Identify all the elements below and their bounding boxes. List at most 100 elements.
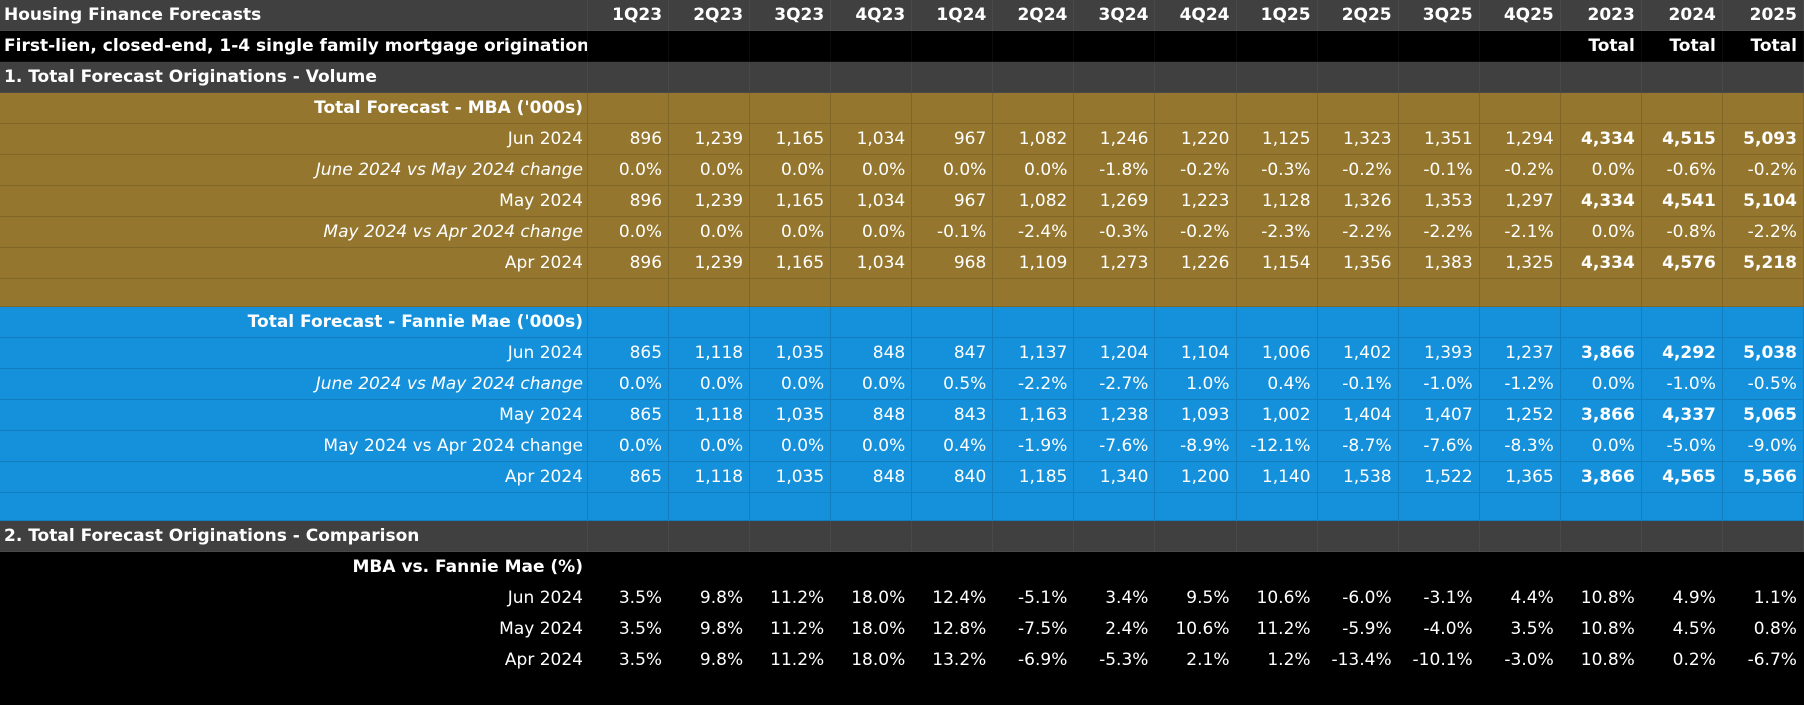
column-header: 3Q25 [1398,0,1480,31]
value-cell: 848 [831,338,913,369]
data-row: May 2024 vs Apr 2024 change 0.0% 0.0% 0.0% 0… [0,431,1804,462]
empty-cell [1317,307,1399,338]
empty-cell [588,62,670,93]
empty-cell [669,521,751,552]
empty-cell [831,93,913,124]
group-title-row: MBA vs. Fannie Mae (%) [0,552,1804,583]
value-cell: -2.3% [1236,217,1318,248]
empty-cell [831,62,913,93]
value-cell: 10.8% [1560,614,1642,645]
empty-cell [1479,62,1561,93]
spacer-row [0,279,1804,307]
value-cell: 4,576 [1641,248,1723,279]
empty-cell [1236,31,1318,62]
value-cell: 1,109 [993,248,1075,279]
value-cell: 11.2% [750,645,832,676]
value-cell: 1,093 [1155,400,1237,431]
value-cell: 843 [912,400,994,431]
value-cell: 3,866 [1560,400,1642,431]
subtitle: First-lien, closed-end, 1-4 single famil… [0,31,588,62]
value-cell: 0.0% [750,155,832,186]
value-cell: 4,334 [1560,186,1642,217]
empty-cell [750,552,832,583]
value-cell: -6.7% [1722,645,1804,676]
value-cell: 1,002 [1236,400,1318,431]
value-cell: 0.0% [588,431,670,462]
value-cell: 1,006 [1236,338,1318,369]
value-cell: 0.0% [831,217,913,248]
empty-cell [912,552,994,583]
empty-cell [1641,62,1723,93]
column-header: 4Q25 [1479,0,1561,31]
sheet-title: Housing Finance Forecasts [0,0,588,31]
empty-cell [1722,62,1804,93]
empty-cell [588,521,670,552]
empty-cell [993,279,1075,307]
empty-cell [0,493,588,521]
empty-cell [1398,62,1480,93]
value-cell: 896 [588,186,670,217]
empty-cell [1155,307,1237,338]
value-cell: -9.0% [1722,431,1804,462]
column-header: 3Q23 [750,0,832,31]
value-cell: 1,200 [1155,462,1237,493]
empty-cell [993,552,1075,583]
empty-cell [1479,552,1561,583]
empty-cell [1560,493,1642,521]
empty-cell [1398,493,1480,521]
value-cell: 0.4% [912,431,994,462]
value-cell: 2.1% [1155,645,1237,676]
value-cell: 4.4% [1479,583,1561,614]
value-cell: 0.0% [831,155,913,186]
value-cell: -5.3% [1074,645,1156,676]
value-cell: -5.1% [993,583,1075,614]
value-cell: 4,334 [1560,124,1642,155]
row-label: May 2024 vs Apr 2024 change [0,431,588,462]
value-cell: 1,165 [750,124,832,155]
value-cell: 5,065 [1722,400,1804,431]
row-label: Apr 2024 [0,248,588,279]
value-cell: 1,383 [1398,248,1480,279]
value-cell: -0.1% [912,217,994,248]
value-cell: 2.4% [1074,614,1156,645]
value-cell: 18.0% [831,583,913,614]
row-label: Jun 2024 [0,124,588,155]
value-cell: 865 [588,400,670,431]
value-cell: 0.2% [1641,645,1723,676]
value-cell: -2.1% [1479,217,1561,248]
value-cell: 10.8% [1560,583,1642,614]
value-cell: 1,154 [1236,248,1318,279]
empty-cell [1317,521,1399,552]
value-cell: 1,393 [1398,338,1480,369]
header-row: Housing Finance Forecasts 1Q23 2Q23 3Q23 4Q2… [0,0,1804,31]
empty-cell [1155,552,1237,583]
empty-cell [1317,552,1399,583]
value-cell: 3.4% [1074,583,1156,614]
value-cell: 3.5% [588,583,670,614]
value-cell: 1,034 [831,248,913,279]
empty-cell [1074,31,1156,62]
value-cell: 12.8% [912,614,994,645]
empty-cell [1398,552,1480,583]
value-cell: 0.0% [669,431,751,462]
column-header: 1Q25 [1236,0,1318,31]
empty-cell [588,93,670,124]
data-row: June 2024 vs May 2024 change 0.0% 0.0% 0.0%… [0,155,1804,186]
empty-cell [1641,493,1723,521]
value-cell: 3,866 [1560,338,1642,369]
value-cell: 3,866 [1560,462,1642,493]
value-cell: -2.2% [1398,217,1480,248]
value-cell: 3.5% [588,614,670,645]
value-cell: 1,239 [669,186,751,217]
value-cell: 1,104 [1155,338,1237,369]
column-header: 1Q23 [588,0,670,31]
value-cell: -0.1% [1317,369,1399,400]
empty-cell [1722,521,1804,552]
empty-cell [1560,279,1642,307]
value-cell: 847 [912,338,994,369]
empty-cell [993,62,1075,93]
value-cell: -1.8% [1074,155,1156,186]
value-cell: 1,297 [1479,186,1561,217]
value-cell: 848 [831,462,913,493]
value-cell: 1,326 [1317,186,1399,217]
